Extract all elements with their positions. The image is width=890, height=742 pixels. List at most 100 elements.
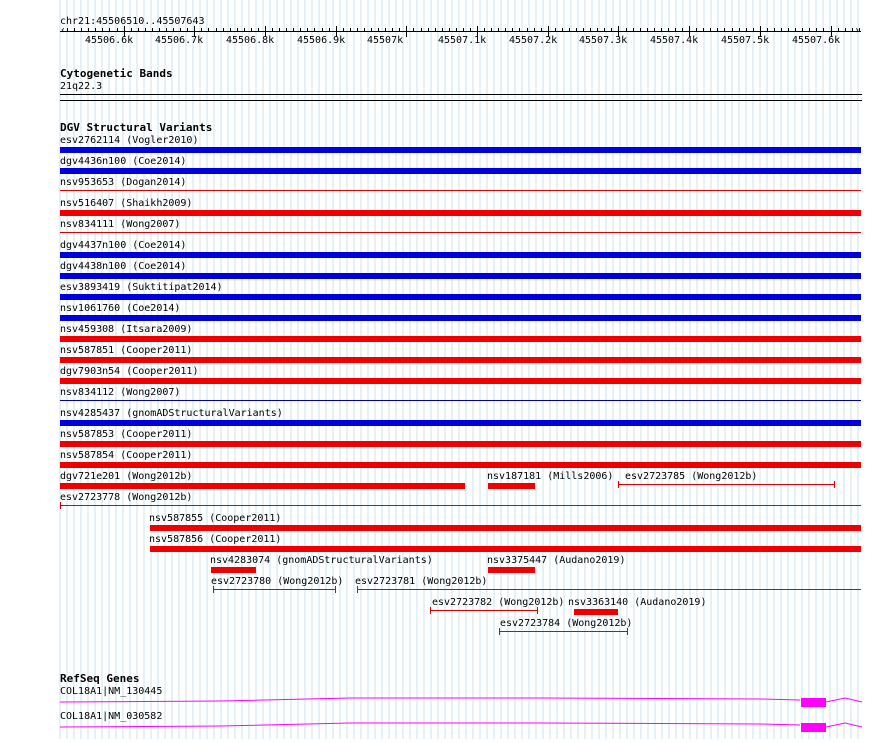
dgv-feature-bar — [60, 147, 861, 153]
ruler-minor-tick — [442, 28, 443, 32]
dgv-feature-end-tick — [335, 586, 336, 593]
dgv-feature-end-tick — [499, 628, 500, 635]
ruler-minor-tick — [102, 28, 103, 32]
ruler-minor-tick — [555, 28, 556, 32]
ruler-minor-tick — [208, 28, 209, 32]
ruler-minor-tick — [314, 28, 315, 32]
ruler-minor-tick — [421, 28, 422, 32]
dgv-feature-label: nsv4285437 (gnomADStructuralVariants) — [60, 408, 283, 419]
gene-intron-end — [825, 697, 863, 703]
dgv-feature-end-tick — [213, 586, 214, 593]
ruler-minor-tick — [216, 28, 217, 32]
ruler-minor-tick — [88, 28, 89, 32]
position-readout: chr21:45506510..45507643 — [60, 16, 205, 27]
ruler-minor-tick — [166, 28, 167, 32]
ruler-minor-tick — [456, 28, 457, 32]
dgv-feature-label: esv2762114 (Vogler2010) — [60, 135, 199, 146]
ruler-minor-tick — [611, 28, 612, 32]
ruler-minor-tick — [654, 28, 655, 32]
dgv-feature-end-tick — [834, 481, 835, 488]
ruler-left-arrow: ‹ — [60, 25, 67, 36]
ruler-minor-tick — [859, 28, 860, 32]
ruler-minor-tick — [413, 28, 414, 32]
ruler-minor-tick — [576, 28, 577, 32]
ruler-minor-tick — [498, 28, 499, 32]
ruler-tick — [477, 26, 478, 37]
dgv-feature-bar — [150, 546, 861, 552]
ruler-minor-tick — [845, 28, 846, 32]
ruler-minor-tick — [364, 28, 365, 32]
ruler-minor-tick — [180, 28, 181, 32]
dgv-feature-bar — [60, 400, 861, 401]
ruler-minor-tick — [258, 28, 259, 32]
dgv-feature-label: nsv516407 (Shaikh2009) — [60, 198, 193, 209]
ruler-tick-label: 45506.6k — [85, 35, 134, 46]
gene-label: COL18A1|NM_030582 — [60, 711, 163, 722]
ruler-tick-label: 45506.7k — [155, 35, 204, 46]
ruler-minor-tick — [795, 28, 796, 32]
ruler-tick-label: 45506.9k — [297, 35, 346, 46]
ruler-minor-tick — [385, 28, 386, 32]
dgv-feature-bar — [488, 567, 535, 573]
gene-intron — [59, 722, 801, 728]
ruler-minor-tick — [152, 28, 153, 32]
ruler-minor-tick — [767, 28, 768, 32]
ruler-minor-tick — [117, 28, 118, 32]
dgv-feature-label: nsv459308 (Itsara2009) — [60, 324, 193, 335]
ruler-minor-tick — [237, 28, 238, 32]
dgv-feature-bar — [60, 483, 465, 489]
cytoband-line-bottom — [60, 100, 862, 101]
dgv-feature-end-tick — [60, 502, 61, 509]
ruler-minor-tick — [717, 28, 718, 32]
dgv-feature-bar — [60, 190, 861, 191]
ruler-tick — [548, 26, 549, 37]
dgv-feature-label: nsv834112 (Wong2007) — [60, 387, 181, 398]
dgv-feature-label: dgv4438n100 (Coe2014) — [60, 261, 187, 272]
ruler-tick-label: 45507.1k — [438, 35, 487, 46]
ruler-minor-tick — [491, 28, 492, 32]
ruler-minor-tick — [788, 28, 789, 32]
dgv-feature-end-tick — [430, 607, 431, 614]
ruler-minor-tick — [230, 28, 231, 32]
ruler-minor-tick — [802, 28, 803, 32]
dgv-feature-bar — [60, 168, 861, 174]
ruler-minor-tick — [541, 28, 542, 32]
gene-exon — [801, 723, 826, 732]
dgv-feature-label: nsv587851 (Cooper2011) — [60, 345, 193, 356]
dgv-feature-label: dgv4436n100 (Coe2014) — [60, 156, 187, 167]
dgv-feature-bar — [60, 336, 861, 342]
ruler-minor-tick — [732, 28, 733, 32]
ruler-minor-tick — [109, 28, 110, 32]
ruler-minor-tick — [633, 28, 634, 32]
ruler-minor-tick — [74, 28, 75, 32]
dgv-feature-label: nsv834111 (Wong2007) — [60, 219, 181, 230]
ruler-minor-tick — [343, 28, 344, 32]
ruler-minor-tick — [527, 28, 528, 32]
ruler-right-arrow: › — [854, 25, 861, 36]
ruler-minor-tick — [746, 28, 747, 32]
dgv-feature-label: nsv587853 (Cooper2011) — [60, 429, 193, 440]
ruler-minor-tick — [682, 28, 683, 32]
ruler-tick — [618, 26, 619, 37]
ruler-tick — [265, 26, 266, 37]
ruler-tick — [760, 26, 761, 37]
ruler-minor-tick — [562, 28, 563, 32]
ruler-minor-tick — [838, 28, 839, 32]
ruler-tick — [689, 26, 690, 37]
dgv-feature-bar — [60, 315, 861, 321]
dgv-feature-end-tick — [618, 481, 619, 488]
dgv-feature-label: esv2723785 (Wong2012b) — [625, 471, 758, 482]
ruler-minor-tick — [201, 28, 202, 32]
ruler-minor-tick — [138, 28, 139, 32]
ruler-minor-tick — [329, 28, 330, 32]
dgv-feature-bar — [60, 378, 861, 384]
ruler-minor-tick — [449, 28, 450, 32]
ruler-minor-tick — [569, 28, 570, 32]
dgv-feature-label: esv3893419 (Suktitipat2014) — [60, 282, 223, 293]
ruler-minor-tick — [392, 28, 393, 32]
ruler-minor-tick — [505, 28, 506, 32]
cytoband-line-top — [60, 94, 862, 95]
ruler-tick — [336, 26, 337, 37]
ruler-minor-tick — [753, 28, 754, 32]
